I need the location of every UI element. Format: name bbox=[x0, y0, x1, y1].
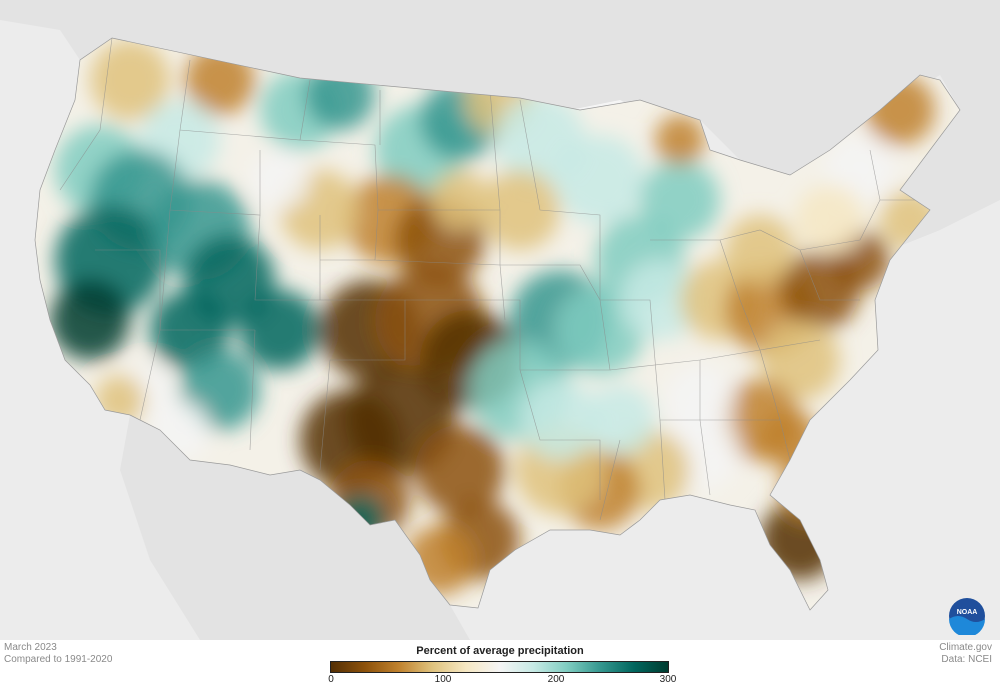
precipitation-patch bbox=[655, 115, 705, 165]
precipitation-patch bbox=[760, 500, 840, 580]
precipitation-patch bbox=[90, 40, 170, 120]
precipitation-patch bbox=[555, 135, 645, 225]
precipitation-patch bbox=[50, 280, 130, 360]
legend-tick: 200 bbox=[547, 674, 565, 685]
noaa-logo-text: NOAA bbox=[957, 609, 978, 616]
precipitation-patch bbox=[725, 215, 795, 285]
credit: Climate.gov Data: NCEI bbox=[939, 642, 992, 666]
legend-color-bar bbox=[330, 661, 669, 673]
precipitation-patch bbox=[250, 150, 310, 210]
precipitation-patch bbox=[430, 170, 490, 230]
precipitation-patch bbox=[640, 160, 720, 240]
legend-title: Percent of average precipitation bbox=[416, 645, 584, 657]
caption: March 2023 Compared to 1991-2020 bbox=[4, 642, 112, 666]
precipitation-map bbox=[0, 0, 1000, 640]
state-borders bbox=[59, 38, 940, 521]
footer: March 2023 Compared to 1991-2020 Percent… bbox=[0, 640, 1000, 690]
precipitation-patch bbox=[620, 260, 700, 340]
legend-tick: 300 bbox=[659, 674, 677, 685]
legend-tick: 100 bbox=[434, 674, 452, 685]
us-outline bbox=[34, 37, 961, 611]
map-canvas bbox=[0, 0, 1000, 640]
credit-site: Climate.gov bbox=[939, 642, 992, 653]
noaa-logo-icon: NOAA bbox=[948, 597, 986, 637]
credit-source: Data: NCEI bbox=[941, 654, 992, 665]
precipitation-patch bbox=[795, 185, 865, 255]
precipitation-patch bbox=[415, 425, 505, 515]
precipitation-patch bbox=[585, 385, 655, 455]
precipitation-patch bbox=[240, 290, 320, 370]
legend-tick: 0 bbox=[328, 674, 334, 685]
surrounding-land bbox=[0, 0, 1000, 640]
precipitation-patch bbox=[95, 375, 145, 425]
caption-date: March 2023 bbox=[4, 642, 57, 653]
caption-baseline: Compared to 1991-2020 bbox=[4, 654, 113, 665]
